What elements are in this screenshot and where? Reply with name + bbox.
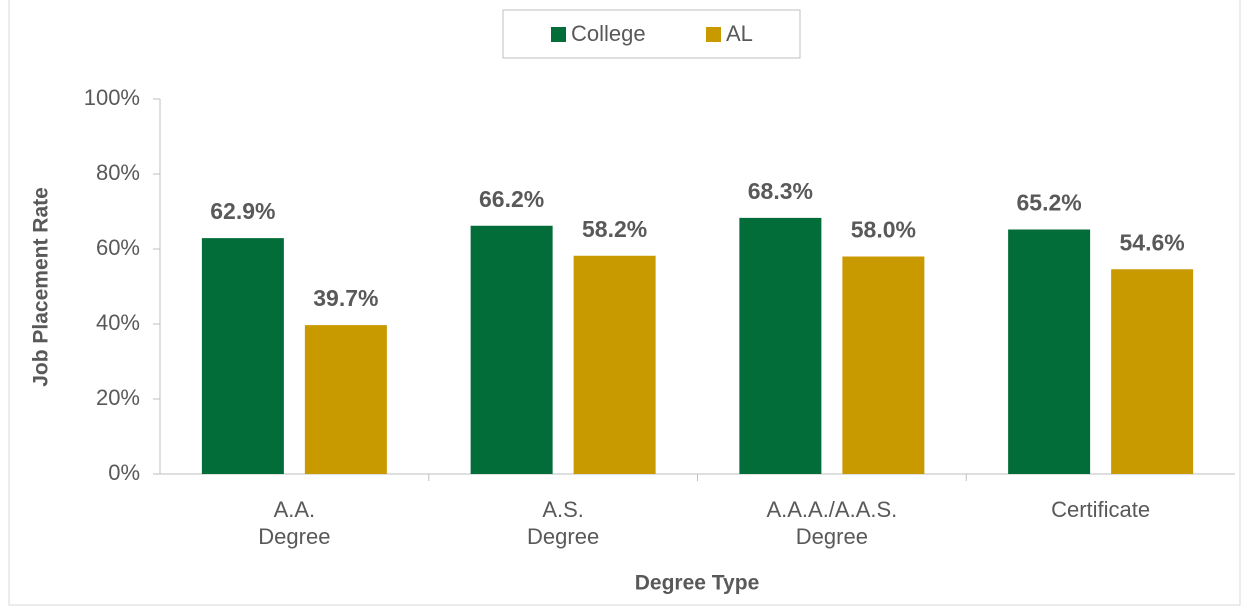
y-tick-label: 0%: [108, 460, 140, 485]
data-label: 58.2%: [582, 216, 647, 242]
data-label: 65.2%: [1017, 190, 1082, 216]
legend-label: AL: [726, 21, 753, 46]
y-axis-title: Job Placement Rate: [30, 187, 53, 387]
y-tick-label: 40%: [96, 310, 140, 335]
x-tick-label: Certificate: [1051, 497, 1151, 522]
bar: [1111, 269, 1194, 474]
legend-label: College: [571, 21, 646, 46]
data-label: 62.9%: [210, 198, 275, 224]
data-label: 58.0%: [851, 217, 916, 243]
data-label: 66.2%: [479, 186, 544, 212]
legend-swatch: [551, 27, 566, 42]
data-label: 68.3%: [748, 178, 813, 204]
legend-swatch: [706, 27, 721, 42]
x-tick-label: A.A. Degree: [258, 497, 331, 549]
bar: [304, 325, 387, 474]
bar: [739, 217, 822, 474]
bar: [573, 255, 656, 474]
bar: [201, 238, 284, 474]
y-tick-label: 80%: [96, 160, 140, 185]
data-label: 54.6%: [1120, 229, 1185, 255]
y-tick-label: 100%: [84, 85, 140, 110]
y-tick-label: 20%: [96, 385, 140, 410]
x-tick-label: A.S. Degree: [527, 497, 600, 549]
legend-box: [502, 9, 801, 59]
y-tick-label: 60%: [96, 235, 140, 260]
bar: [1008, 229, 1091, 474]
x-axis-title: Degree Type: [635, 572, 760, 595]
bar: [842, 256, 925, 474]
data-label: 39.7%: [313, 285, 378, 311]
x-tick-label: A.A.A./A.A.S. Degree: [766, 497, 898, 549]
bar: [470, 225, 553, 474]
